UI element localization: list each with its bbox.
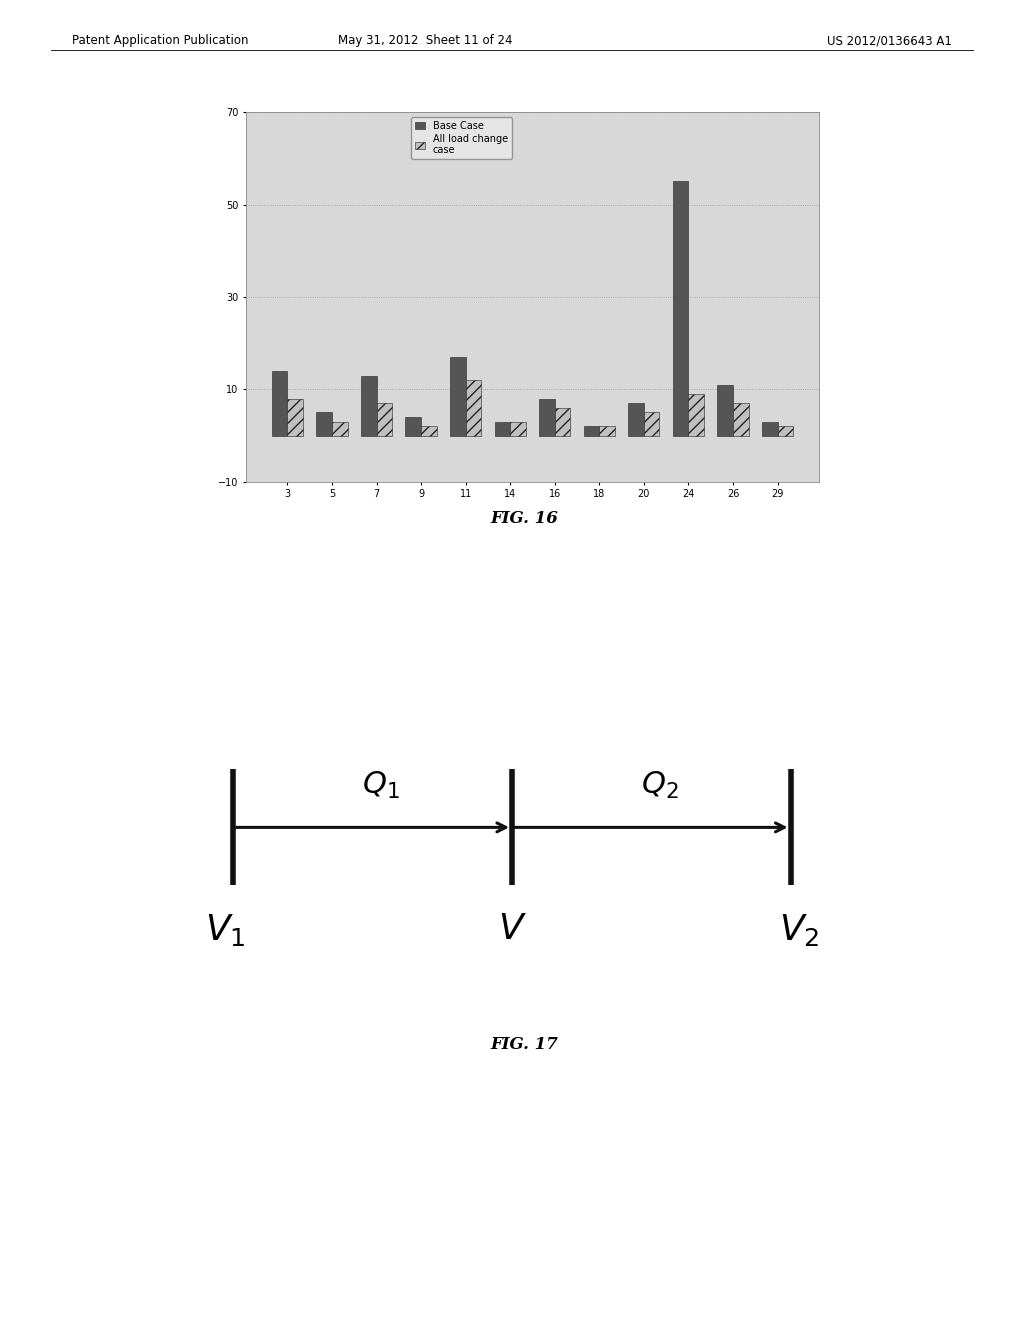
Bar xyxy=(644,412,659,436)
Bar xyxy=(360,375,377,436)
Bar xyxy=(777,426,794,436)
Text: FIG. 16: FIG. 16 xyxy=(490,510,558,527)
Bar xyxy=(332,421,347,436)
Text: $\mathit{Q}_2$: $\mathit{Q}_2$ xyxy=(641,770,678,801)
Bar xyxy=(599,426,614,436)
Text: $\mathit{V}_2$: $\mathit{V}_2$ xyxy=(778,912,819,948)
Bar xyxy=(733,403,749,436)
Bar xyxy=(451,356,466,436)
Bar xyxy=(762,421,777,436)
Bar xyxy=(495,421,510,436)
Bar xyxy=(421,426,436,436)
Text: Patent Application Publication: Patent Application Publication xyxy=(72,34,248,48)
Bar xyxy=(316,412,332,436)
Text: FIG. 17: FIG. 17 xyxy=(490,1036,558,1053)
Bar xyxy=(510,421,525,436)
Bar xyxy=(540,399,555,436)
Bar xyxy=(673,181,688,436)
Bar xyxy=(377,403,392,436)
Bar xyxy=(629,403,644,436)
Text: $\mathit{V}_1$: $\mathit{V}_1$ xyxy=(205,912,246,948)
Bar xyxy=(406,417,421,436)
Bar xyxy=(688,393,705,436)
Text: May 31, 2012  Sheet 11 of 24: May 31, 2012 Sheet 11 of 24 xyxy=(338,34,512,48)
Text: US 2012/0136643 A1: US 2012/0136643 A1 xyxy=(827,34,952,48)
Bar xyxy=(584,426,599,436)
Bar xyxy=(288,399,303,436)
Legend: Base Case, All load change
case: Base Case, All load change case xyxy=(412,117,512,160)
Text: $\mathit{Q}_1$: $\mathit{Q}_1$ xyxy=(362,770,399,801)
Text: $\mathit{V}$: $\mathit{V}$ xyxy=(498,912,526,945)
Bar xyxy=(466,380,481,436)
Bar xyxy=(555,408,570,436)
Bar xyxy=(271,371,288,436)
Bar xyxy=(718,385,733,436)
